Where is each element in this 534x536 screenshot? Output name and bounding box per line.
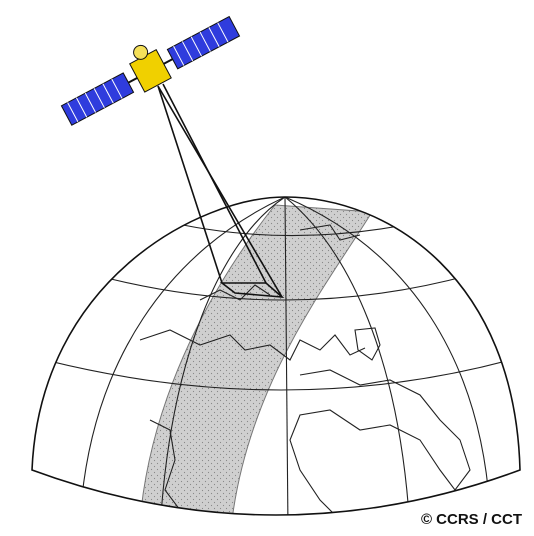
beam [157,83,285,299]
globe [31,196,521,516]
swath [139,204,373,515]
satellite [60,15,241,126]
credit: © CCRS / CCT [421,511,522,528]
graticule [44,197,511,515]
coastlines [139,224,471,515]
